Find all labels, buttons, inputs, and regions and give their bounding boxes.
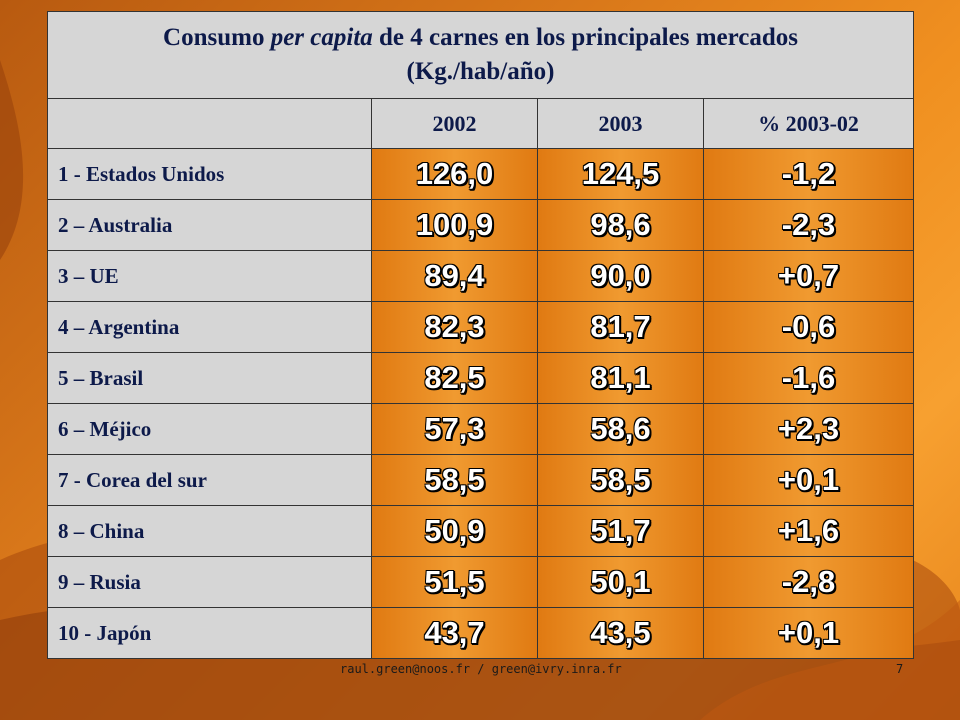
title-unit: (Kg./hab/año) <box>406 58 555 85</box>
table-row: 7 - Corea del sur 58,5 58,5 +0,1 <box>47 454 915 506</box>
value-2003-cell: 50,1 <box>537 556 704 608</box>
value-2002-cell: 89,4 <box>371 250 538 302</box>
country-cell: 1 - Estados Unidos <box>47 148 372 200</box>
value-2003-cell: 98,6 <box>537 199 704 251</box>
table-row: 1 - Estados Unidos 126,0 124,5 -1,2 <box>47 148 915 200</box>
value-2003-cell: 81,1 <box>537 352 704 404</box>
change-cell: +1,6 <box>702 505 915 557</box>
header-row: 2002 2003 % 2003-02 <box>47 98 915 149</box>
title-row: Consumo per capita de 4 carnes en los pr… <box>46 11 915 99</box>
value-2003-cell: 51,7 <box>537 505 704 557</box>
header-cell-change: % 2003-02 <box>702 98 915 149</box>
title-pre: Consumo <box>163 24 271 51</box>
table-row: 5 – Brasil 82,5 81,1 -1,6 <box>47 352 915 404</box>
change-cell: +2,3 <box>702 403 915 455</box>
country-cell: 3 – UE <box>47 250 372 302</box>
country-cell: 8 – China <box>47 505 372 557</box>
table-row: 2 – Australia 100,9 98,6 -2,3 <box>47 199 915 251</box>
meat-consumption-table: Consumo per capita de 4 carnes en los pr… <box>46 11 915 659</box>
change-cell: +0,7 <box>702 250 915 302</box>
table-row: 9 – Rusia 51,5 50,1 -2,8 <box>47 556 915 608</box>
change-cell: -1,2 <box>702 148 915 200</box>
header-cell-country <box>47 98 372 149</box>
value-2002-cell: 82,5 <box>371 352 538 404</box>
country-cell: 4 – Argentina <box>47 301 372 353</box>
change-cell: -0,6 <box>702 301 915 353</box>
country-cell: 10 - Japón <box>47 607 372 659</box>
title-italic: per capita <box>270 24 373 51</box>
value-2002-cell: 58,5 <box>371 454 538 506</box>
value-2003-cell: 43,5 <box>537 607 704 659</box>
value-2003-cell: 90,0 <box>537 250 704 302</box>
header-cell-2002: 2002 <box>371 98 538 149</box>
value-2002-cell: 100,9 <box>371 199 538 251</box>
change-cell: -2,3 <box>702 199 915 251</box>
value-2002-cell: 126,0 <box>371 148 538 200</box>
change-cell: -2,8 <box>702 556 915 608</box>
change-cell: -1,6 <box>702 352 915 404</box>
change-cell: +0,1 <box>702 454 915 506</box>
country-cell: 2 – Australia <box>47 199 372 251</box>
country-cell: 7 - Corea del sur <box>47 454 372 506</box>
value-2003-cell: 58,6 <box>537 403 704 455</box>
value-2002-cell: 82,3 <box>371 301 538 353</box>
value-2003-cell: 124,5 <box>537 148 704 200</box>
table-row: 8 – China 50,9 51,7 +1,6 <box>47 505 915 557</box>
value-2002-cell: 57,3 <box>371 403 538 455</box>
value-2003-cell: 81,7 <box>537 301 704 353</box>
header-cell-2003: 2003 <box>537 98 704 149</box>
page-number: 7 <box>896 662 904 676</box>
title-post: de 4 carnes en los principales mercados <box>372 24 798 51</box>
footer-email: raul.green@noos.fr / green@ivry.inra.fr <box>340 662 622 676</box>
value-2002-cell: 51,5 <box>371 556 538 608</box>
country-cell: 9 – Rusia <box>47 556 372 608</box>
table-title: Consumo per capita de 4 carnes en los pr… <box>46 11 915 99</box>
value-2002-cell: 43,7 <box>371 607 538 659</box>
change-cell: +0,1 <box>702 607 915 659</box>
value-2003-cell: 58,5 <box>537 454 704 506</box>
table-row: 10 - Japón 43,7 43,5 +0,1 <box>47 607 915 659</box>
country-cell: 5 – Brasil <box>47 352 372 404</box>
value-2002-cell: 50,9 <box>371 505 538 557</box>
table-row: 6 – Méjico 57,3 58,6 +2,3 <box>47 403 915 455</box>
country-cell: 6 – Méjico <box>47 403 372 455</box>
table-row: 3 – UE 89,4 90,0 +0,7 <box>47 250 915 302</box>
table-row: 4 – Argentina 82,3 81,7 -0,6 <box>47 301 915 353</box>
